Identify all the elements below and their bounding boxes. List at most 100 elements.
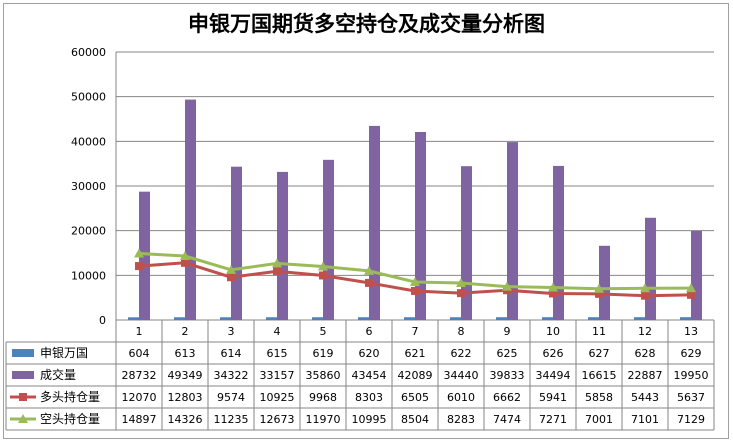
data-table-cell: 7271: [539, 413, 567, 426]
data-table-cell: 5858: [585, 391, 613, 404]
long-position-marker: [457, 289, 465, 298]
bar-volume: [691, 230, 702, 320]
legend-key-marker: [18, 414, 28, 423]
legend-key-bar: [12, 371, 34, 379]
x-tick-label: 4: [274, 325, 281, 338]
data-table-cell: 626: [543, 347, 564, 360]
data-table-cell: 22887: [628, 369, 663, 382]
data-table-cell: 627: [589, 347, 610, 360]
data-table-cell: 628: [635, 347, 656, 360]
bar-shenyin: [128, 317, 139, 320]
y-tick-label: 10000: [71, 269, 106, 282]
data-table-cell: 9574: [217, 391, 245, 404]
data-table-cell: 5637: [677, 391, 705, 404]
legend-series-name: 成交量: [40, 367, 76, 382]
data-table-cell: 615: [267, 347, 288, 360]
y-tick-label: 50000: [71, 91, 106, 104]
bar-shenyin: [220, 317, 231, 320]
data-table-cell: 19950: [674, 369, 709, 382]
data-table-cell: 16615: [582, 369, 617, 382]
data-table-cell: 8504: [401, 413, 429, 426]
long-position-marker: [181, 258, 189, 267]
short-position-marker: [134, 248, 144, 258]
data-table-cell: 43454: [352, 369, 387, 382]
long-position-marker: [687, 290, 695, 299]
bar-shenyin: [588, 317, 599, 320]
y-tick-label: 20000: [71, 225, 106, 238]
y-tick-label: 60000: [71, 46, 106, 59]
data-table-cell: 604: [129, 347, 150, 360]
short-position-marker: [410, 277, 420, 287]
short-position-marker: [456, 278, 466, 288]
data-table-cell: 14897: [122, 413, 157, 426]
short-position-marker: [640, 283, 650, 293]
data-table-cell: 39833: [490, 369, 525, 382]
data-table-cell: 14326: [168, 413, 203, 426]
bar-volume: [231, 166, 242, 320]
long-position-marker: [273, 267, 281, 276]
bar-volume: [645, 217, 656, 320]
data-table-cell: 6010: [447, 391, 475, 404]
legend-key-marker: [19, 393, 27, 401]
x-tick-label: 2: [182, 325, 189, 338]
short-position-marker: [364, 265, 374, 275]
data-table-cell: 7001: [585, 413, 613, 426]
y-tick-label: 30000: [71, 180, 106, 193]
x-tick-label: 7: [412, 325, 419, 338]
data-table-cell: 7474: [493, 413, 521, 426]
x-tick-label: 6: [366, 325, 373, 338]
x-tick-label: 8: [458, 325, 465, 338]
data-table-cell: 620: [359, 347, 380, 360]
data-table-cell: 7129: [677, 413, 705, 426]
legend-key-bar: [12, 349, 34, 357]
data-table-cell: 619: [313, 347, 334, 360]
data-table-cell: 7101: [631, 413, 659, 426]
bar-shenyin: [312, 317, 323, 320]
short-position-marker: [594, 283, 604, 293]
data-table-cell: 9968: [309, 391, 337, 404]
data-table-cell: 10925: [260, 391, 295, 404]
data-table-cell: 49349: [168, 369, 203, 382]
chart-frame: [3, 3, 729, 439]
data-table-cell: 42089: [398, 369, 433, 382]
y-tick-label: 0: [99, 314, 106, 327]
bar-shenyin: [450, 317, 461, 320]
data-table-cell: 625: [497, 347, 518, 360]
long-position-marker: [549, 289, 557, 298]
bar-shenyin: [404, 317, 415, 320]
bar-shenyin: [358, 317, 369, 320]
data-table-cell: 614: [221, 347, 242, 360]
short-position-marker: [548, 282, 558, 292]
legend-series-name: 申银万国: [40, 346, 88, 360]
data-table-cell: 8303: [355, 391, 383, 404]
data-table-cell: 6505: [401, 391, 429, 404]
x-tick-label: 12: [638, 325, 652, 338]
long-position-marker: [641, 291, 649, 300]
data-table-cell: 5941: [539, 391, 567, 404]
bar-volume: [461, 166, 472, 320]
data-table-cell: 10995: [352, 413, 387, 426]
chart-title: 申银万国期货多空持仓及成交量分析图: [188, 12, 545, 36]
data-table-cell: 34440: [444, 369, 479, 382]
data-table-cell: 11235: [214, 413, 249, 426]
bar-volume: [277, 171, 288, 320]
legend-series-name: 多头持仓量: [40, 389, 100, 404]
long-position-marker: [365, 278, 373, 287]
short-position-marker: [318, 261, 328, 271]
data-table-cell: 28732: [122, 369, 157, 382]
bar-volume: [507, 142, 518, 320]
data-table-cell: 629: [681, 347, 702, 360]
bar-shenyin: [266, 317, 277, 320]
legend-series-name: 空头持仓量: [40, 411, 100, 426]
x-tick-label: 9: [504, 325, 511, 338]
data-table-cell: 6662: [493, 391, 521, 404]
short-position-marker: [272, 258, 282, 268]
bar-volume: [415, 132, 426, 320]
x-tick-label: 13: [684, 325, 698, 338]
data-table-cell: 12803: [168, 391, 203, 404]
bar-shenyin: [496, 317, 507, 320]
bar-shenyin: [542, 317, 553, 320]
data-table-cell: 622: [451, 347, 472, 360]
data-table-cell: 12070: [122, 391, 157, 404]
